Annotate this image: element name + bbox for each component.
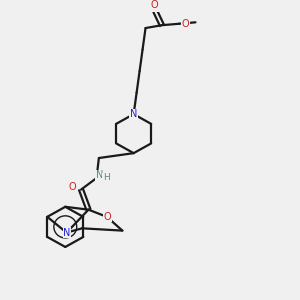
Text: O: O: [150, 0, 158, 10]
Text: H: H: [103, 173, 110, 182]
Text: N: N: [130, 109, 137, 119]
Text: N: N: [64, 228, 71, 238]
Text: N: N: [96, 170, 103, 180]
Text: O: O: [104, 212, 111, 222]
Text: O: O: [182, 19, 190, 29]
Text: O: O: [69, 182, 76, 192]
